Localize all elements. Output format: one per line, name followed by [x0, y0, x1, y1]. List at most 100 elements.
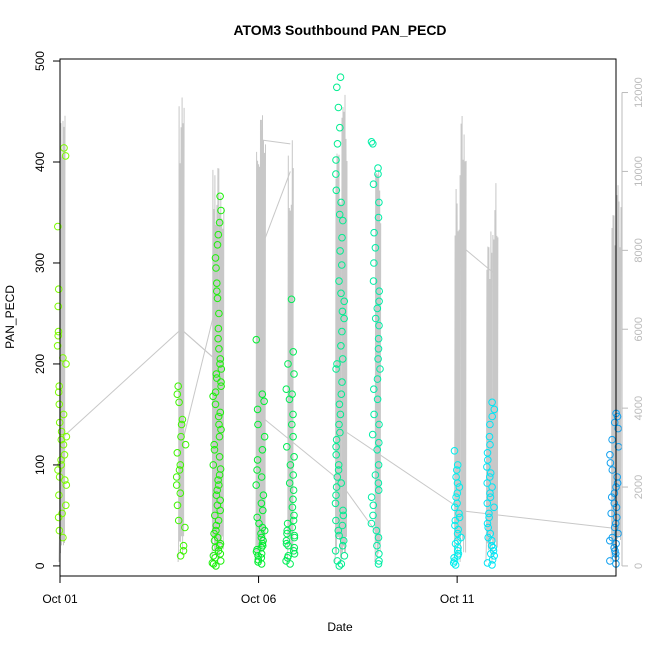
- altitude-burst-line: [374, 169, 382, 563]
- data-point: [214, 324, 223, 333]
- data-point: [176, 461, 185, 469]
- data-point: [610, 523, 619, 532]
- data-point: [259, 536, 267, 545]
- data-point: [283, 529, 291, 538]
- data-point: [55, 491, 63, 500]
- altitude-burst-line: [340, 94, 348, 563]
- data-point: [215, 481, 223, 489]
- data-point: [454, 525, 463, 534]
- data-point: [332, 451, 341, 459]
- data-point: [60, 144, 68, 152]
- data-point: [216, 557, 225, 565]
- y-tick-label: 0: [33, 562, 47, 569]
- data-point: [214, 476, 222, 484]
- data-point: [259, 491, 268, 500]
- data-point: [375, 550, 383, 558]
- data-point: [54, 285, 63, 294]
- data-point: [213, 241, 222, 249]
- data-point: [332, 156, 340, 164]
- data-point: [289, 432, 297, 441]
- data-point: [606, 536, 614, 545]
- data-point: [173, 501, 182, 510]
- data-point: [215, 218, 224, 227]
- y2-tick-label: 4000: [633, 396, 645, 420]
- data-point: [374, 560, 383, 568]
- data-point: [217, 378, 225, 386]
- data-point: [490, 503, 498, 512]
- data-point: [289, 547, 298, 555]
- x-tick-label: Oct 11: [440, 592, 475, 606]
- data-point: [336, 410, 345, 419]
- x-tick-label: Oct 01: [42, 592, 78, 606]
- data-point: [455, 509, 463, 518]
- altitude-burst-line: [286, 140, 294, 563]
- data-point: [174, 516, 183, 525]
- data-point: [374, 334, 383, 343]
- data-point: [336, 73, 345, 81]
- altitude-burst-line: [491, 183, 499, 563]
- data-point: [176, 489, 185, 498]
- y-tick-label: 300: [33, 253, 47, 273]
- data-point: [216, 360, 224, 368]
- data-point: [258, 390, 267, 399]
- data-point: [606, 557, 614, 565]
- data-point: [331, 499, 340, 508]
- data-point: [451, 516, 460, 525]
- data-point: [488, 561, 496, 569]
- data-point: [340, 314, 348, 323]
- data-point: [211, 254, 220, 262]
- data-point: [338, 521, 347, 530]
- data-point: [454, 547, 462, 555]
- data-point: [606, 459, 615, 467]
- data-point: [290, 511, 298, 520]
- data-point: [336, 247, 344, 255]
- data-point: [372, 526, 381, 535]
- data-point: [483, 519, 492, 528]
- data-point: [371, 314, 380, 323]
- data-point: [181, 440, 190, 449]
- data-point: [60, 451, 69, 459]
- y-tick-label: 100: [33, 455, 47, 475]
- data-point: [486, 493, 495, 502]
- data-point: [373, 375, 382, 383]
- data-point: [450, 447, 459, 455]
- data-point: [490, 552, 499, 560]
- data-point: [340, 297, 349, 306]
- data-point: [337, 560, 346, 568]
- data-point: [375, 321, 383, 330]
- data-point: [217, 425, 225, 434]
- data-point: [486, 489, 494, 498]
- data-point: [282, 536, 291, 545]
- data-point: [172, 481, 181, 489]
- data-point: [214, 516, 223, 525]
- data-point: [483, 499, 492, 508]
- y2-tick-label: 8000: [633, 238, 645, 262]
- altitude-burst-line: [485, 231, 493, 563]
- data-point: [487, 541, 496, 550]
- data-point: [370, 259, 378, 267]
- data-points-layer: [53, 73, 623, 570]
- data-point: [486, 420, 494, 429]
- data-point: [606, 451, 614, 459]
- data-point: [217, 382, 225, 391]
- data-point: [375, 287, 384, 296]
- y-tick-label: 200: [33, 354, 47, 374]
- y-tick-label: 400: [33, 152, 47, 172]
- data-point: [607, 493, 616, 502]
- data-point: [333, 140, 342, 148]
- data-point: [453, 499, 461, 508]
- data-point: [288, 503, 297, 512]
- data-point: [252, 548, 261, 556]
- data-point: [374, 486, 383, 495]
- data-point: [483, 449, 492, 457]
- data-point: [449, 559, 458, 567]
- data-point: [332, 483, 341, 491]
- data-point: [213, 374, 221, 382]
- data-point: [486, 469, 495, 477]
- data-point: [290, 370, 298, 378]
- data-point: [178, 415, 187, 424]
- data-point: [61, 152, 70, 160]
- data-point: [370, 385, 378, 394]
- data-point: [338, 233, 346, 242]
- data-point: [283, 443, 291, 451]
